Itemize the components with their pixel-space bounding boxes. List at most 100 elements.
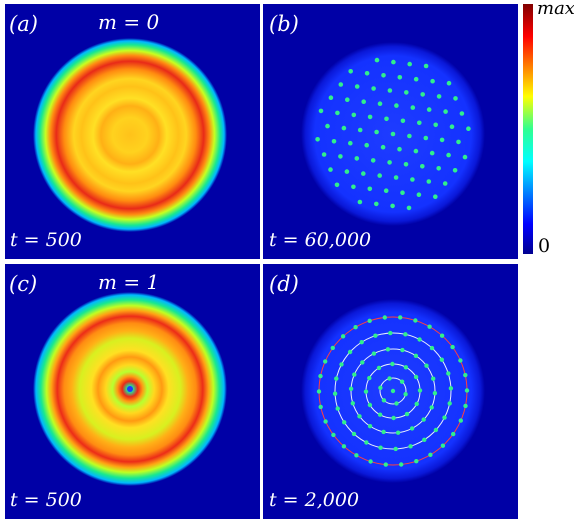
vortex-spot — [388, 330, 393, 336]
vortex-spot — [458, 358, 463, 363]
colorbar-max-label: max — [537, 0, 574, 19]
vortex-spot — [338, 154, 343, 159]
vortex-spot — [357, 199, 363, 205]
vortex-spot — [374, 57, 380, 63]
vortex-spot — [429, 405, 434, 410]
panel-a-density-image — [33, 38, 227, 232]
vortex-spot — [368, 459, 373, 464]
vortex-spot — [439, 137, 445, 143]
vortex-spot — [436, 94, 442, 99]
vortex-spot — [354, 156, 360, 161]
vortex-spot — [413, 374, 419, 380]
vortex-spot — [403, 392, 408, 397]
vortex-spot — [374, 201, 379, 207]
vortex-spot — [390, 131, 396, 137]
vortex-rings — [316, 315, 470, 467]
vortex-spot — [446, 371, 451, 376]
vortex-spot — [426, 179, 432, 184]
vortex-spot — [397, 75, 403, 80]
vortex-spot — [387, 160, 392, 165]
vortex-spot — [381, 73, 386, 78]
vortex-spot — [371, 86, 376, 91]
vortex-spot — [463, 372, 468, 378]
vortex-spot — [367, 375, 372, 381]
vortex-spot — [407, 61, 412, 67]
vortex-spot — [359, 340, 364, 345]
vortex-spot — [410, 105, 416, 110]
vortex-spot — [446, 152, 451, 158]
vortex-spot — [370, 158, 376, 163]
colorbar — [523, 4, 533, 254]
vortex-spot — [391, 59, 396, 65]
vortex-spot — [373, 333, 378, 338]
vortex-spot — [328, 167, 333, 172]
panel-c-time: t = 500 — [10, 489, 82, 511]
vortex-spot — [367, 424, 373, 429]
panel-b-label: (b) — [269, 12, 299, 36]
vortex-spot — [421, 417, 426, 422]
vortex-spot — [447, 401, 452, 406]
vortex-spot — [361, 99, 366, 104]
vortex-spot — [318, 108, 324, 114]
vortex-spot — [338, 82, 344, 87]
panel-c-label: (c) — [9, 272, 38, 296]
vortex-spot — [458, 418, 463, 423]
vortex-spot — [408, 444, 413, 449]
panel-a-mode: m = 0 — [98, 10, 160, 34]
vortex-spot — [451, 431, 456, 437]
vortex-spot — [351, 431, 357, 437]
panel-a-time: t = 500 — [10, 229, 82, 251]
vortex-spot — [433, 194, 438, 199]
vortex-spot — [325, 123, 330, 129]
vortex-spot — [459, 111, 465, 116]
vortex-spot — [399, 462, 404, 467]
vortex-spot — [409, 426, 415, 431]
vortex-spot — [377, 101, 383, 106]
vortex-spot — [439, 357, 444, 362]
vortex-spot — [450, 344, 455, 350]
vortex-spot — [433, 122, 438, 128]
panel-b: (b) t = 60,000 — [263, 4, 518, 259]
vortex-spot — [340, 334, 346, 339]
vortex-spot — [378, 385, 383, 390]
vortex-spot — [341, 444, 347, 449]
vortex-spot — [371, 351, 377, 356]
vortex-spot — [413, 148, 419, 154]
vortex-spot — [403, 365, 409, 370]
vortex-spot — [442, 181, 448, 186]
vortex-spot — [391, 415, 396, 421]
vortex-spot — [351, 112, 357, 118]
vortex-spot — [414, 459, 419, 464]
vortex-spot — [448, 386, 454, 391]
vortex-spot — [413, 353, 419, 358]
vortex-spot — [390, 388, 396, 394]
vortex-spot — [406, 205, 412, 211]
panel-d-label: (d) — [269, 272, 299, 296]
panel-b-density-image — [301, 42, 485, 226]
vortex-spot — [323, 419, 328, 424]
vortex-spot — [318, 404, 323, 410]
vortex-spot — [423, 135, 429, 141]
vortex-spot — [456, 139, 461, 145]
vortex-spot — [318, 373, 323, 379]
vortex-spot — [348, 386, 354, 391]
vortex-spot — [400, 347, 405, 353]
vortex-lattice — [315, 57, 471, 211]
vortex-spot — [422, 437, 427, 442]
vortex-spot — [466, 126, 471, 131]
vortex-spot — [403, 162, 409, 167]
vortex-spot — [321, 152, 327, 157]
panel-a-label: (a) — [9, 12, 38, 36]
vortex-spot — [420, 92, 425, 97]
guide-ring — [334, 332, 452, 450]
vortex-spot — [416, 192, 422, 197]
vortex-spot — [381, 429, 386, 435]
vortex-spot — [443, 109, 448, 114]
vortex-spot — [364, 142, 369, 148]
vortex-spot — [428, 452, 433, 457]
vortex-spot — [383, 188, 389, 193]
vortex-spot — [328, 95, 334, 100]
vortex-spot — [378, 445, 383, 450]
vortex-spot — [426, 107, 432, 112]
vortex-spot — [410, 177, 415, 182]
